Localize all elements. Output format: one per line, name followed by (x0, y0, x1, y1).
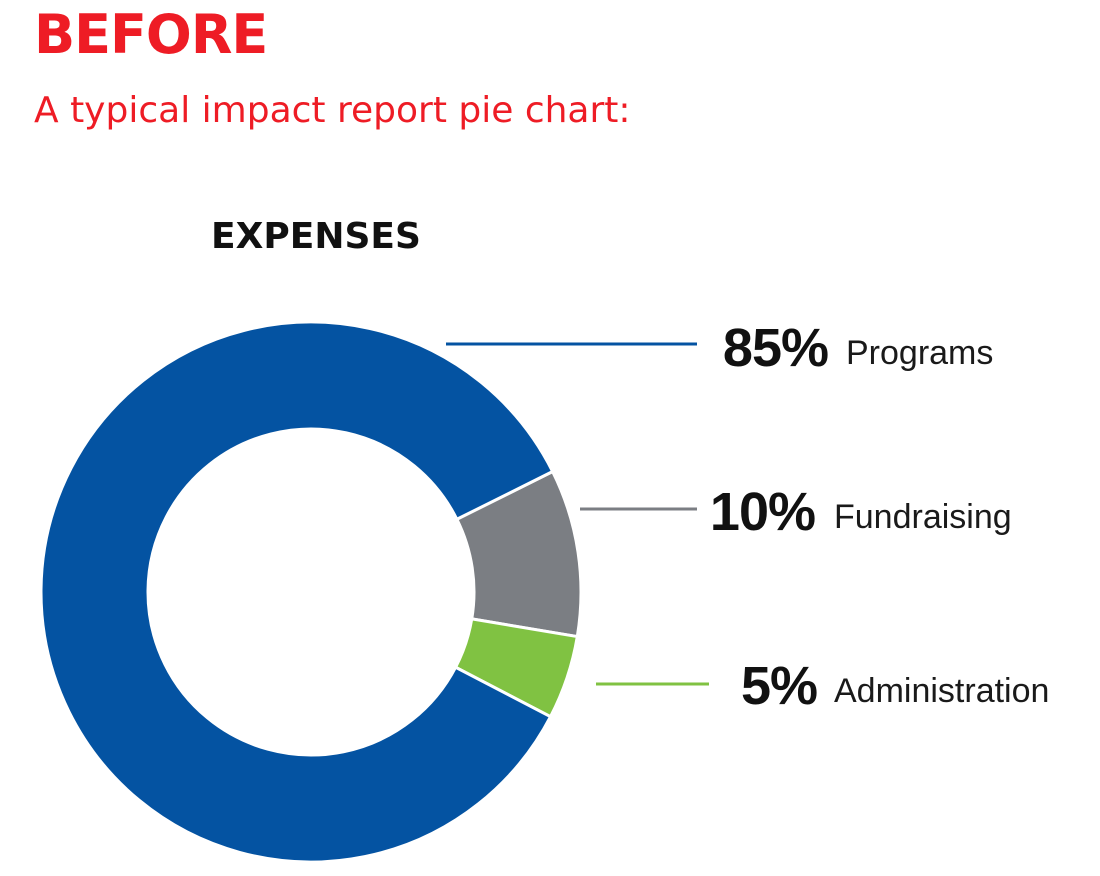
category-label-fundraising: Fundraising (834, 498, 1012, 536)
category-label-programs: Programs (846, 334, 993, 372)
slice-programs (39, 320, 555, 864)
slice-labels: 85% Programs 10% Fundraising 5% Administratio… (710, 318, 1050, 716)
subheading: A typical impact report pie chart: (34, 90, 631, 131)
value-label-fundraising: 10% (710, 482, 815, 542)
value-label-programs: 85% (723, 318, 828, 378)
leader-lines (446, 342, 709, 686)
chart-title: EXPENSES (211, 216, 421, 257)
before-heading: BEFORE (34, 3, 268, 66)
donut-slices (39, 320, 583, 864)
value-label-administration: 5% (741, 656, 817, 716)
category-label-administration: Administration (834, 672, 1049, 710)
